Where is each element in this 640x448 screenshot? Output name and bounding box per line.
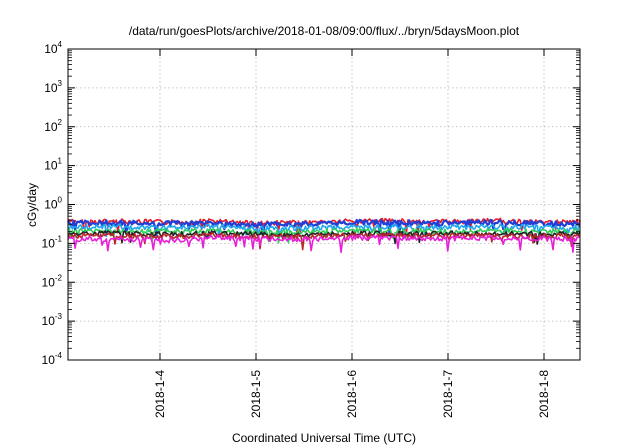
y-tick-label: 10-4 <box>42 351 63 367</box>
y-tick-label: 10-2 <box>42 273 63 289</box>
y-tick-label: 10-1 <box>42 234 63 250</box>
series-layer <box>67 217 581 254</box>
series-line <box>67 227 581 244</box>
grid <box>68 49 580 360</box>
series-line <box>67 218 581 237</box>
x-tick-label: 2018-1-8 <box>537 370 551 418</box>
series-line <box>67 234 581 254</box>
y-tick-label: 100 <box>44 196 62 212</box>
y-axis-label: cGy/day <box>25 183 39 227</box>
chart-title: /data/run/goesPlots/archive/2018-01-08/0… <box>129 24 520 38</box>
x-tick-label: 2018-1-4 <box>153 370 167 418</box>
ticks: 10-4 10-3 10-2 10-1 100 101 102 103 104 2018-1-4 2… <box>42 40 580 418</box>
series-line <box>67 232 581 251</box>
series-line <box>67 223 580 238</box>
y-tick-label: 104 <box>44 40 62 56</box>
y-tick-label: 103 <box>44 79 62 95</box>
x-tick-label: 2018-1-6 <box>345 370 359 418</box>
x-tick-label: 2018-1-7 <box>441 370 455 418</box>
y-tick-label: 102 <box>44 118 62 134</box>
x-axis-label: Coordinated Universal Time (UTC) <box>232 431 416 445</box>
y-tick-label: 101 <box>44 157 62 173</box>
x-tick-label: 2018-1-5 <box>249 370 263 418</box>
y-tick-label: 10-3 <box>42 312 63 328</box>
